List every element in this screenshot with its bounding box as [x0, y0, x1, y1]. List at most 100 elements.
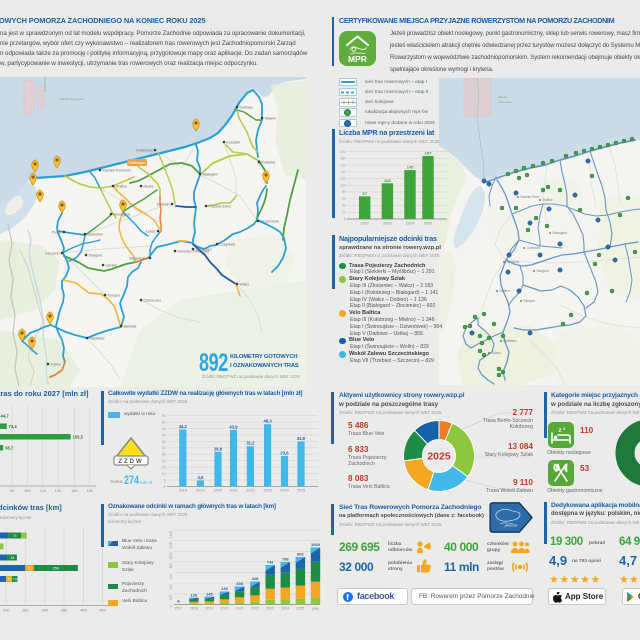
svg-text:336: 336	[236, 581, 243, 586]
svg-text:30: 30	[162, 446, 166, 450]
svg-text:2022: 2022	[360, 222, 368, 226]
svg-text:155,5: 155,5	[73, 435, 84, 440]
svg-text:200: 200	[169, 595, 173, 601]
svg-text:Łobez: Łobez	[146, 230, 156, 234]
svg-text:1200: 1200	[169, 541, 173, 548]
svg-text:Stargard: Stargard	[537, 269, 549, 273]
svg-text:Goleniów: Goleniów	[88, 233, 103, 237]
svg-text:23,6: 23,6	[280, 451, 289, 456]
svg-text:4,6: 4,6	[197, 475, 203, 480]
svg-text:2021: 2021	[236, 607, 244, 611]
svg-text:350: 350	[61, 608, 68, 613]
svg-text:Gryfice: Gryfice	[543, 198, 553, 202]
svg-text:44,7: 44,7	[1, 414, 10, 419]
svg-text:1400: 1400	[169, 531, 173, 538]
svg-text:Goleniów: Goleniów	[527, 246, 541, 250]
svg-text:26,9: 26,9	[214, 446, 223, 451]
svg-text:Myślibórz: Myślibórz	[90, 337, 105, 341]
svg-text:250: 250	[22, 608, 29, 613]
svg-text:106: 106	[384, 178, 391, 183]
svg-text:2025: 2025	[424, 222, 432, 226]
svg-text:2023: 2023	[263, 489, 271, 493]
svg-text:798: 798	[282, 557, 289, 562]
svg-text:67: 67	[362, 191, 367, 196]
svg-text:145: 145	[407, 165, 414, 170]
svg-text:Dębno: Dębno	[51, 363, 62, 367]
svg-text:256: 256	[53, 567, 59, 571]
svg-text:400: 400	[80, 608, 87, 613]
svg-text:2022: 2022	[251, 607, 259, 611]
svg-text:2019: 2019	[205, 607, 213, 611]
svg-text:Pyrzyce: Pyrzyce	[524, 299, 536, 303]
svg-text:48,3: 48,3	[264, 419, 273, 424]
svg-text:20: 20	[162, 459, 166, 463]
svg-text:2025: 2025	[297, 489, 305, 493]
svg-text:2018: 2018	[179, 489, 187, 493]
svg-text:180: 180	[86, 488, 93, 493]
svg-text:20: 20	[342, 211, 346, 215]
svg-text:Lipiany: Lipiany	[106, 264, 118, 268]
svg-text:Czaplinek: Czaplinek	[220, 243, 236, 247]
svg-text:160: 160	[340, 163, 346, 167]
svg-text:Resko: Resko	[144, 185, 154, 189]
svg-text:428: 428	[252, 576, 259, 581]
svg-text:892: 892	[297, 552, 304, 557]
svg-text:120: 120	[39, 488, 46, 493]
svg-text:Koszalin: Koszalin	[227, 141, 241, 145]
svg-text:Białogard: Białogard	[203, 173, 218, 177]
svg-text:ZZDW: ZZDW	[118, 459, 143, 465]
svg-text:15: 15	[162, 466, 166, 470]
svg-text:34,9: 34,9	[297, 436, 306, 441]
svg-text:Choszczno: Choszczno	[144, 299, 162, 303]
svg-text:Drawsko Pomorskie: Drawsko Pomorskie	[178, 250, 210, 254]
svg-text:600: 600	[169, 573, 173, 579]
svg-text:80: 80	[10, 488, 15, 493]
svg-text:2024: 2024	[281, 607, 289, 611]
svg-text:Ławica Odrzana: Ławica Odrzana	[43, 77, 47, 92]
svg-text:77: 77	[7, 578, 11, 582]
svg-text:2020: 2020	[221, 607, 229, 611]
svg-text:73,4: 73,4	[9, 424, 18, 429]
svg-text:1000: 1000	[169, 552, 173, 559]
svg-text:Zatoka Pomorska: Zatoka Pomorska	[60, 97, 84, 101]
svg-text:40: 40	[342, 204, 346, 208]
svg-text:140: 140	[55, 488, 62, 493]
svg-text:10: 10	[162, 472, 166, 476]
svg-text:Dębno: Dębno	[492, 351, 502, 355]
svg-text:Sławno: Sławno	[265, 117, 277, 121]
svg-text:2022: 2022	[246, 489, 254, 493]
svg-text:200: 200	[3, 608, 10, 613]
svg-text:8: 8	[177, 599, 180, 604]
svg-text:Gryfino: Gryfino	[500, 289, 511, 293]
svg-text:Trzebiatów: Trzebiatów	[128, 161, 146, 165]
svg-text:pomorze: pomorze	[504, 524, 518, 528]
svg-text:100: 100	[340, 184, 346, 188]
svg-text:74: 74	[13, 534, 17, 538]
svg-text:z: z	[563, 426, 566, 431]
svg-text:43,9: 43,9	[229, 424, 238, 429]
svg-text:68,7: 68,7	[5, 446, 14, 451]
svg-text:2024: 2024	[406, 222, 414, 226]
svg-text:0: 0	[169, 605, 173, 607]
svg-text:240: 240	[221, 586, 228, 591]
svg-text:80: 80	[342, 190, 346, 194]
svg-text:2019: 2019	[196, 489, 204, 493]
svg-text:Kamień Pomorski: Kamień Pomorski	[103, 169, 131, 173]
svg-text:Wałcz: Wałcz	[240, 283, 250, 287]
svg-text:400: 400	[169, 584, 173, 590]
svg-text:800: 800	[169, 563, 173, 569]
svg-text:34: 34	[10, 556, 14, 560]
svg-text:180: 180	[340, 157, 346, 161]
svg-text:Zatoka: Zatoka	[498, 95, 508, 99]
svg-text:Połczyn-Zdrój: Połczyn-Zdrój	[209, 205, 231, 209]
svg-text:0: 0	[344, 217, 346, 221]
svg-text:Polanów: Polanów	[262, 161, 276, 165]
svg-text:40: 40	[162, 433, 166, 437]
svg-text:160: 160	[71, 488, 78, 493]
svg-text:187: 187	[425, 151, 432, 156]
svg-text:45: 45	[162, 427, 166, 431]
svg-text:35: 35	[162, 440, 166, 444]
svg-text:Szczecinek: Szczecinek	[261, 220, 279, 224]
svg-text:25: 25	[162, 453, 166, 457]
svg-text:55: 55	[162, 414, 166, 418]
